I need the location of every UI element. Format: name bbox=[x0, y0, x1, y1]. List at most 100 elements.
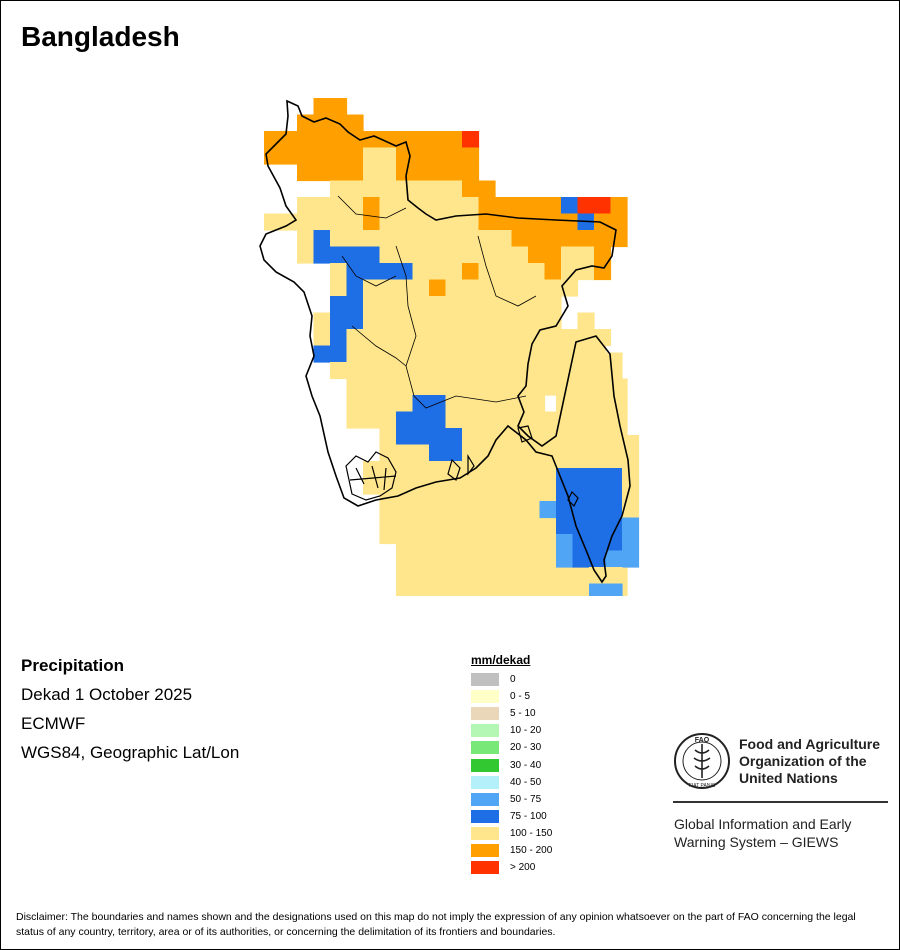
precip-cell bbox=[429, 378, 447, 396]
precip-cell bbox=[297, 246, 315, 264]
precip-cell bbox=[495, 246, 513, 264]
precip-cell bbox=[462, 312, 480, 330]
precip-cell bbox=[511, 593, 529, 596]
precip-cell bbox=[561, 263, 579, 281]
legend-label: 100 - 150 bbox=[510, 827, 553, 839]
precip-cell bbox=[462, 527, 480, 545]
precip-cell bbox=[412, 593, 430, 596]
precip-cell bbox=[478, 345, 496, 363]
precip-cell bbox=[462, 428, 480, 446]
precip-cell bbox=[412, 494, 430, 512]
precip-cell bbox=[346, 213, 364, 231]
precip-cell bbox=[412, 147, 430, 165]
precip-cell bbox=[445, 312, 463, 330]
legend-label: 0 - 5 bbox=[510, 691, 531, 703]
precip-cell bbox=[478, 395, 496, 413]
precip-cell bbox=[445, 378, 463, 396]
precip-cell bbox=[445, 477, 463, 495]
precip-cell bbox=[605, 451, 623, 469]
precip-cell bbox=[429, 131, 447, 149]
legend-item: 40 - 50 bbox=[471, 774, 552, 791]
precip-cell bbox=[556, 534, 574, 552]
precip-cell bbox=[346, 164, 364, 182]
precip-cell bbox=[495, 560, 513, 578]
precip-cell bbox=[412, 378, 430, 396]
precip-cell bbox=[330, 131, 348, 149]
precip-cell bbox=[429, 543, 447, 561]
precip-cell bbox=[556, 435, 574, 453]
precip-cell bbox=[429, 296, 447, 314]
precip-cell bbox=[363, 180, 381, 198]
precip-cell bbox=[511, 329, 529, 347]
precip-cell bbox=[412, 263, 430, 281]
precip-cell bbox=[605, 567, 623, 585]
precip-cell bbox=[511, 543, 529, 561]
map-title: Bangladesh bbox=[21, 21, 180, 52]
precipitation-map bbox=[259, 98, 640, 596]
legend-item: 100 - 150 bbox=[471, 825, 552, 842]
fao-name-line: Organization of the bbox=[739, 753, 867, 769]
precip-cell bbox=[330, 279, 348, 297]
precip-cell bbox=[412, 197, 430, 215]
precip-cell bbox=[528, 527, 546, 545]
precip-cell bbox=[445, 560, 463, 578]
precip-cell bbox=[429, 510, 447, 528]
precip-cell bbox=[478, 593, 496, 596]
precip-cell bbox=[330, 296, 348, 314]
precip-cell bbox=[379, 395, 397, 413]
precip-cell bbox=[561, 593, 579, 596]
legend-item: 20 - 30 bbox=[471, 739, 552, 756]
precip-cell bbox=[429, 279, 447, 297]
precip-cell bbox=[478, 213, 496, 231]
precip-cell bbox=[544, 197, 562, 215]
precip-cell bbox=[429, 164, 447, 182]
precip-cell bbox=[495, 494, 513, 512]
precip-cell bbox=[330, 362, 348, 380]
precip-cell bbox=[445, 180, 463, 198]
precip-cell bbox=[313, 114, 331, 132]
legend-item: 150 - 200 bbox=[471, 842, 552, 859]
precip-cell bbox=[589, 435, 607, 453]
precip-cell bbox=[605, 501, 623, 519]
coastal-islands bbox=[345, 425, 579, 508]
precip-cell bbox=[330, 164, 348, 182]
precip-cell bbox=[478, 197, 496, 215]
precip-cell bbox=[313, 197, 331, 215]
precip-cell bbox=[556, 402, 574, 420]
precip-cell bbox=[462, 164, 480, 182]
precip-cell bbox=[589, 550, 607, 568]
precip-cell bbox=[330, 98, 348, 116]
precip-cell bbox=[462, 593, 480, 596]
precip-cell bbox=[511, 213, 529, 231]
precip-cell bbox=[379, 444, 397, 462]
precip-cell bbox=[396, 180, 414, 198]
precip-cell bbox=[589, 418, 607, 436]
precip-cell bbox=[478, 378, 496, 396]
precip-cell bbox=[412, 180, 430, 198]
precip-cell bbox=[346, 197, 364, 215]
precip-cell bbox=[346, 411, 364, 429]
precip-cell bbox=[379, 527, 397, 545]
precip-cell bbox=[511, 246, 529, 264]
precip-cell bbox=[589, 385, 607, 403]
precip-cell bbox=[528, 312, 546, 330]
precip-cell bbox=[610, 197, 628, 215]
precip-cell bbox=[589, 451, 607, 469]
precip-cell bbox=[556, 418, 574, 436]
precip-cell bbox=[528, 428, 546, 446]
precip-cell bbox=[544, 279, 562, 297]
precip-cell bbox=[396, 213, 414, 231]
precip-cell bbox=[379, 279, 397, 297]
precip-cell bbox=[346, 114, 364, 132]
precip-cell bbox=[396, 378, 414, 396]
precip-cell bbox=[412, 296, 430, 314]
precip-cell bbox=[429, 197, 447, 215]
precip-cell bbox=[445, 296, 463, 314]
precip-cell bbox=[622, 435, 640, 453]
precip-cell bbox=[478, 279, 496, 297]
precip-cell bbox=[445, 279, 463, 297]
precip-cell bbox=[396, 527, 414, 545]
legend-item: 50 - 75 bbox=[471, 791, 552, 808]
giews-line: Warning System – GIEWS bbox=[674, 834, 839, 850]
precip-cell bbox=[396, 444, 414, 462]
